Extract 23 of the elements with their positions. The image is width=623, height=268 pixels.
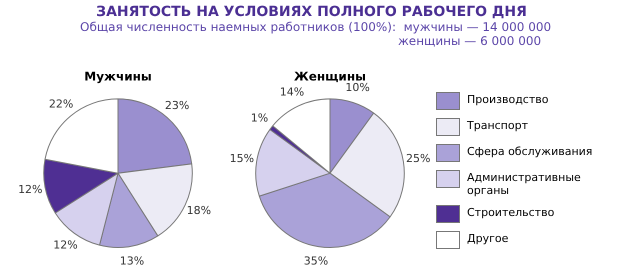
chart-title: Женщины [294,69,366,84]
data-label: 13% [120,254,144,268]
data-label: 12% [53,238,78,252]
data-label: 10% [345,81,370,94]
chart-title: Мужчины [84,69,152,84]
legend-label: Сфера обслуживания [467,144,592,158]
legend-label: Административные органы [467,170,582,197]
legend-label: Строительство [467,205,554,219]
data-label: 18% [186,204,212,218]
data-label: 22% [48,97,74,110]
text: Общая численность наемных работников (100%): мужчины — 14 000 000 [80,20,552,34]
data-label: 25% [406,152,430,166]
data-label: 1% [250,111,268,124]
data-label: 15% [230,152,254,166]
data-label: 23% [164,99,190,112]
legend-label: Транспорт [467,118,528,132]
data-label: 35% [304,254,328,268]
legend-label: Другое [467,231,508,245]
data-label: 14% [280,85,304,98]
data-label: 12% [18,182,43,196]
text: ЗАНЯТОСТЬ НА УСЛОВИЯХ ПОЛНОГО РАБОЧЕГО ДНЯ [95,4,528,20]
legend-label: Производство [467,92,548,106]
text: женщины — 6 000 000 [397,34,542,48]
